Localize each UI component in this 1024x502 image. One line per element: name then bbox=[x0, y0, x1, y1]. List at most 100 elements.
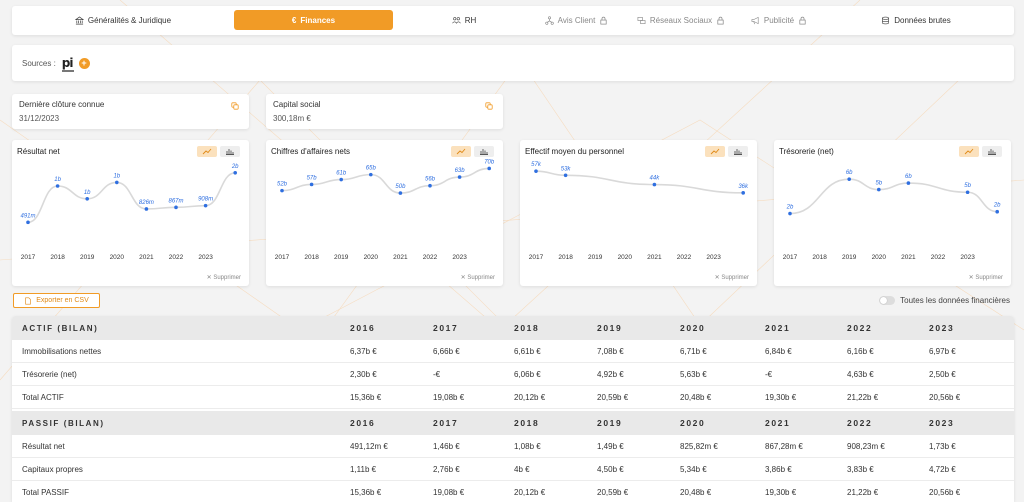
tab-avis-client[interactable]: Avis Client bbox=[539, 10, 614, 30]
data-point[interactable] bbox=[115, 180, 119, 185]
data-point[interactable] bbox=[233, 171, 237, 175]
line-chart-button[interactable] bbox=[705, 146, 725, 157]
data-point[interactable] bbox=[847, 177, 851, 181]
tab-donnees-brutes[interactable]: Données brutes bbox=[876, 10, 956, 30]
year-header: 2016 bbox=[350, 323, 376, 333]
data-point[interactable] bbox=[428, 183, 432, 188]
copy-icon[interactable] bbox=[485, 102, 493, 110]
year-header: 2019 bbox=[597, 418, 623, 428]
table-cell: -€ bbox=[433, 369, 441, 379]
x-tick-label: 2019 bbox=[842, 254, 857, 261]
table-cell: 1,49b € bbox=[597, 441, 624, 451]
data-point[interactable] bbox=[369, 172, 373, 177]
export-csv-button[interactable]: Exporter en CSV bbox=[13, 293, 100, 308]
data-point[interactable] bbox=[995, 209, 999, 214]
data-label: 6b bbox=[846, 170, 853, 176]
table-cell: 5,63b € bbox=[680, 369, 707, 379]
line-chart: 52b 57b 61b 65b 50b 56b 63b 70b 2017 2018 2019 2020… bbox=[275, 159, 495, 261]
x-tick-label: 2021 bbox=[139, 254, 154, 261]
x-tick-label: 2018 bbox=[812, 254, 827, 261]
data-point[interactable] bbox=[339, 177, 343, 182]
table-cell: 19,08b € bbox=[433, 392, 465, 402]
data-point[interactable] bbox=[906, 181, 911, 185]
table-cell: 825,82m € bbox=[680, 441, 718, 451]
tab-reseaux-sociaux[interactable]: Réseaux Sociaux bbox=[632, 10, 730, 30]
x-tick-label: 2021 bbox=[647, 254, 662, 261]
data-point[interactable] bbox=[174, 205, 178, 210]
add-source-button[interactable]: + bbox=[78, 57, 90, 69]
data-point[interactable] bbox=[788, 211, 792, 216]
data-point[interactable] bbox=[457, 175, 462, 179]
chart-card-tresorerie: Trésorerie (net) 2b 6b 5b 6b 5b 2b 2017 2018 2019… bbox=[774, 140, 1011, 286]
bar-chart-button[interactable] bbox=[474, 146, 494, 157]
line-chart-button[interactable] bbox=[197, 146, 217, 157]
row-label: Résultat net bbox=[22, 441, 65, 451]
data-point[interactable] bbox=[309, 182, 314, 187]
tab-label: Données brutes bbox=[894, 15, 951, 25]
line-chart-button[interactable] bbox=[959, 146, 979, 157]
table-cell: 20,48b € bbox=[680, 392, 712, 402]
x-tick-label: 2022 bbox=[423, 254, 438, 261]
table-cell: 3,86b € bbox=[765, 464, 792, 474]
delete-chart-button[interactable]: ✕ Supprimer bbox=[207, 274, 241, 281]
data-point[interactable] bbox=[85, 197, 89, 201]
line-chart-icon bbox=[964, 148, 974, 155]
copy-icon[interactable] bbox=[231, 102, 239, 110]
table-cell: 20,59b € bbox=[597, 392, 629, 402]
x-tick-label: 2019 bbox=[334, 254, 349, 261]
table-cell: 491,12m € bbox=[350, 441, 388, 451]
data-label: 908m bbox=[198, 197, 213, 203]
lock-icon bbox=[717, 16, 724, 24]
delete-chart-button[interactable]: ✕ Supprimer bbox=[461, 274, 495, 281]
table-row: Total PASSIF 15,36b € 19,08b € 20,12b € 20,5… bbox=[12, 481, 1014, 502]
tab-finances[interactable]: € Finances bbox=[234, 10, 393, 30]
table-cell: 6,06b € bbox=[514, 369, 541, 379]
tab-publicite[interactable]: Publicité bbox=[748, 10, 810, 30]
table-cell: 20,56b € bbox=[929, 487, 961, 497]
data-point[interactable] bbox=[965, 190, 970, 195]
tab-bar: Généralités & Juridique € Finances RH Av… bbox=[12, 6, 1014, 35]
pi-logo[interactable]: pi bbox=[61, 56, 74, 72]
data-point[interactable] bbox=[534, 169, 538, 173]
year-header: 2022 bbox=[847, 323, 873, 333]
data-point[interactable] bbox=[55, 184, 60, 188]
tab-label: Réseaux Sociaux bbox=[649, 15, 713, 25]
table-cell: 20,48b € bbox=[680, 487, 712, 497]
data-point[interactable] bbox=[652, 182, 657, 187]
data-label: 36k bbox=[738, 184, 749, 190]
line-chart: 57k 53k 44k 36k 2017 2018 2019 2020 2021 2022 2023 bbox=[529, 162, 749, 261]
data-point[interactable] bbox=[280, 188, 284, 193]
data-label: 70b bbox=[484, 159, 495, 165]
bar-chart-icon bbox=[480, 149, 488, 155]
table-cell: 15,36b € bbox=[350, 487, 382, 497]
table-row: Trésorerie (net) 2,30b € -€ 6,06b € 4,92b € 5… bbox=[12, 363, 1014, 386]
table-cell: 20,12b € bbox=[514, 392, 546, 402]
line-chart-button[interactable] bbox=[451, 146, 471, 157]
data-point[interactable] bbox=[877, 187, 881, 192]
bar-chart-button[interactable] bbox=[728, 146, 748, 157]
x-tick-label: 2023 bbox=[706, 254, 721, 261]
tab-label: Avis Client bbox=[557, 15, 596, 25]
delete-chart-button[interactable]: ✕ Supprimer bbox=[715, 274, 749, 281]
x-tick-label: 2020 bbox=[364, 254, 379, 261]
capital-card: Capital social 300,18m € bbox=[266, 94, 503, 129]
toggle-switch[interactable] bbox=[879, 296, 896, 305]
data-point[interactable] bbox=[26, 220, 30, 225]
data-label: 1b bbox=[84, 190, 91, 196]
data-point[interactable] bbox=[563, 173, 568, 178]
data-point[interactable] bbox=[741, 191, 745, 195]
bar-chart-button[interactable] bbox=[982, 146, 1002, 157]
data-point[interactable] bbox=[203, 203, 208, 208]
line-chart-icon bbox=[202, 148, 212, 155]
data-point[interactable] bbox=[144, 207, 149, 211]
tab-generalites[interactable]: Généralités & Juridique bbox=[68, 10, 178, 30]
delete-chart-button[interactable]: ✕ Supprimer bbox=[969, 274, 1003, 281]
data-point[interactable] bbox=[398, 191, 403, 195]
tab-rh[interactable]: RH bbox=[449, 10, 479, 30]
data-label: 6b bbox=[905, 174, 912, 180]
passif-header-row: PASSIF (BILAN) 2016 2017 2018 2019 2020 2021 20… bbox=[12, 411, 1014, 435]
data-point[interactable] bbox=[487, 166, 491, 171]
all-financial-data-toggle[interactable]: Toutes les données financières bbox=[879, 296, 1010, 305]
bar-chart-button[interactable] bbox=[220, 146, 240, 157]
year-header: 2022 bbox=[847, 418, 873, 428]
